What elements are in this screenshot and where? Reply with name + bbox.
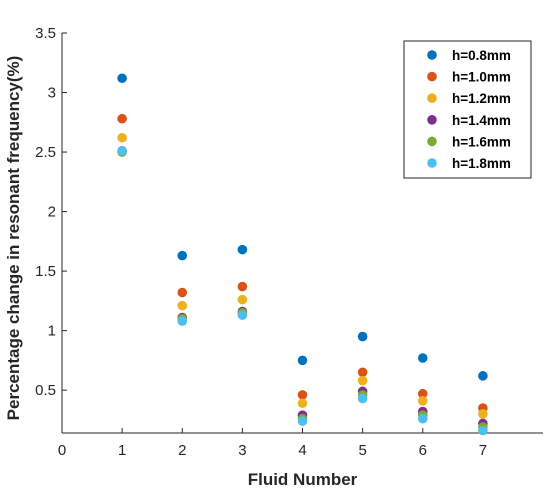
data-point xyxy=(117,73,127,84)
y-tick-label: 2 xyxy=(48,204,56,221)
y-tick-label: 3.5 xyxy=(35,25,56,42)
data-point xyxy=(177,287,188,298)
x-tick-label: 6 xyxy=(419,442,427,459)
data-point xyxy=(417,396,428,406)
y-axis-title: Percentage change in resonant frequency(… xyxy=(4,56,23,421)
data-points xyxy=(117,73,488,436)
x-tick-label: 5 xyxy=(358,442,366,459)
legend-box xyxy=(403,40,532,179)
data-point xyxy=(417,413,428,424)
y-tick-label: 3 xyxy=(48,85,56,102)
x-tick-label: 3 xyxy=(238,442,246,459)
data-point xyxy=(357,375,368,386)
data-point xyxy=(297,416,308,426)
data-point xyxy=(117,146,127,156)
data-point xyxy=(357,367,368,378)
x-axis-title: Fluid Number xyxy=(248,470,358,489)
legend-label: h=0.8mm xyxy=(452,48,511,63)
legend-marker xyxy=(427,115,437,125)
legend-marker xyxy=(427,50,437,60)
legend-label: h=1.8mm xyxy=(452,156,511,171)
data-point xyxy=(478,409,488,419)
legend-label: h=1.2mm xyxy=(452,91,511,106)
x-tick-label: 0 xyxy=(58,442,66,459)
data-point xyxy=(237,310,248,320)
x-tick-label: 1 xyxy=(118,442,126,459)
y-tick-label: 0.5 xyxy=(35,382,56,399)
legend-label: h=1.4mm xyxy=(452,113,511,128)
data-point xyxy=(117,113,127,124)
legend-marker xyxy=(427,93,437,103)
y-tick-label: 1 xyxy=(48,323,56,340)
data-point xyxy=(117,132,127,143)
legend-marker xyxy=(427,136,437,147)
data-point xyxy=(297,398,308,409)
data-point xyxy=(237,281,248,292)
legend-label: h=1.6mm xyxy=(452,134,511,149)
data-point xyxy=(478,425,488,436)
x-tick-label: 2 xyxy=(178,442,186,459)
data-point xyxy=(297,390,308,400)
legend-label: h=1.0mm xyxy=(452,70,511,85)
data-point xyxy=(297,355,308,366)
data-point xyxy=(478,371,488,381)
data-point xyxy=(417,353,428,363)
y-tick-label: 2.5 xyxy=(35,144,56,161)
legend: h=0.8mm h=1.0mm h=1.2mm h=1.4mm h=1.6mm h=1.8… xyxy=(403,40,532,179)
y-axis-ticks: 0.5 1 1.5 2 2.5 3 3.5 xyxy=(35,25,67,399)
y-tick-label: 1.5 xyxy=(35,263,56,280)
data-point xyxy=(177,316,188,326)
data-point xyxy=(417,388,428,399)
data-point xyxy=(357,393,368,404)
x-tick-label: 7 xyxy=(479,442,487,459)
x-tick-label: 4 xyxy=(298,442,306,459)
data-point xyxy=(237,244,248,255)
data-point xyxy=(177,250,188,261)
data-point xyxy=(357,331,368,342)
data-point xyxy=(177,300,188,311)
legend-marker xyxy=(427,158,437,168)
legend-marker xyxy=(427,71,437,82)
data-point xyxy=(237,294,248,305)
x-axis-ticks: 0 1 2 3 4 5 6 7 xyxy=(58,428,487,459)
